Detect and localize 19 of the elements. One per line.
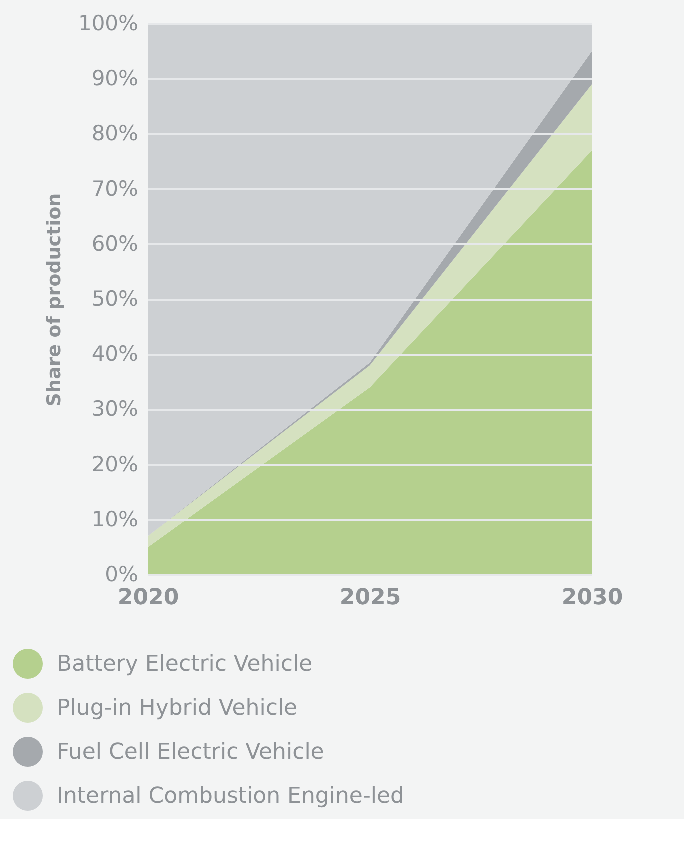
y-tick-label: 70%	[92, 176, 138, 201]
y-axis-title: Share of production	[43, 193, 66, 407]
y-tick-label: 80%	[92, 122, 138, 146]
y-tick-label: 0%	[105, 562, 138, 586]
y-tick-label: 100%	[78, 12, 138, 36]
legend-label: Fuel Cell Electric Vehicle	[57, 740, 324, 765]
x-tick-label: 2025	[340, 586, 402, 610]
legend-label: Battery Electric Vehicle	[57, 652, 313, 677]
y-tick-label: 90%	[92, 66, 138, 91]
y-tick-label: 30%	[92, 397, 138, 422]
y-tick-label: 50%	[92, 287, 138, 311]
legend-label: Internal Combustion Engine-led	[57, 784, 404, 809]
y-tick-label: 60%	[92, 232, 138, 256]
x-tick-label: 2030	[562, 586, 624, 610]
y-tick-label: 10%	[92, 507, 138, 532]
y-tick-label: 40%	[92, 342, 138, 366]
x-tick-label: 2020	[118, 586, 180, 610]
y-tick-label: 20%	[92, 452, 138, 476]
legend-label: Plug-in Hybrid Vehicle	[57, 696, 298, 721]
